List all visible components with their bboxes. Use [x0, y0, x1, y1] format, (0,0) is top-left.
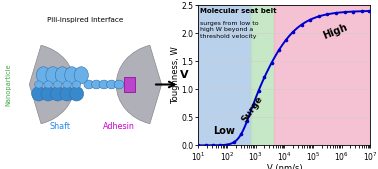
Wedge shape: [116, 45, 162, 124]
Wedge shape: [29, 45, 75, 124]
Ellipse shape: [70, 87, 84, 101]
Text: Molecular seat belt: Molecular seat belt: [200, 8, 277, 14]
Ellipse shape: [34, 81, 43, 88]
Ellipse shape: [63, 81, 71, 88]
Ellipse shape: [65, 67, 79, 84]
Ellipse shape: [84, 80, 94, 89]
Ellipse shape: [32, 87, 46, 101]
Y-axis label: Toughness, W: Toughness, W: [171, 46, 180, 104]
Ellipse shape: [41, 87, 55, 101]
Ellipse shape: [36, 67, 51, 84]
Ellipse shape: [74, 67, 88, 84]
Text: Pili-inspired Interface: Pili-inspired Interface: [47, 17, 123, 23]
Ellipse shape: [91, 80, 101, 89]
Ellipse shape: [46, 67, 60, 84]
Bar: [251, 5, 274, 145]
Text: Shaft: Shaft: [50, 122, 71, 131]
Text: Adhesin: Adhesin: [103, 122, 135, 131]
Text: surges from low to
high W beyond a
threshold velocity: surges from low to high W beyond a thres…: [200, 21, 259, 39]
Ellipse shape: [99, 80, 109, 89]
Ellipse shape: [114, 80, 124, 89]
Bar: [274, 5, 370, 145]
Ellipse shape: [55, 67, 70, 84]
Text: Nanoparticle: Nanoparticle: [5, 63, 11, 106]
Bar: [124, 77, 135, 92]
Text: V: V: [180, 70, 189, 80]
Ellipse shape: [107, 80, 116, 89]
Text: Surge: Surge: [240, 94, 265, 124]
Ellipse shape: [60, 87, 74, 101]
Ellipse shape: [53, 81, 62, 88]
Ellipse shape: [72, 81, 81, 88]
Ellipse shape: [51, 87, 65, 101]
Text: Low: Low: [213, 126, 235, 136]
X-axis label: V (nm/s): V (nm/s): [266, 164, 302, 169]
Bar: [198, 5, 251, 145]
Text: High: High: [322, 22, 349, 41]
Ellipse shape: [44, 81, 53, 88]
